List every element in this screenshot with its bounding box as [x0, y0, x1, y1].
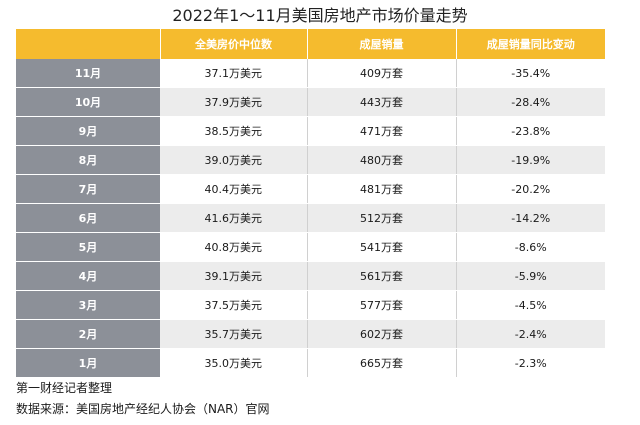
chart-title: 2022年1～11月美国房地产市场价量走势: [172, 6, 468, 25]
table-row: 5月 40.8万美元 541万套 -8.6%: [16, 232, 605, 262]
cell-sales: 480万套: [307, 145, 457, 175]
cell-yoy: -8.6%: [456, 232, 605, 262]
cell-month: 5月: [16, 232, 160, 262]
data-table: 全美房价中位数 成屋销量 成屋销量同比变动 11月 37.1万美元 409万套 -35…: [16, 29, 605, 378]
table-row: 6月 41.6万美元 512万套 -14.2%: [16, 203, 605, 233]
footer-note: 第一财经记者整理: [16, 381, 113, 395]
cell-month: 3月: [16, 290, 160, 320]
cell-sales: 541万套: [307, 232, 457, 262]
table-row: 4月 39.1万美元 561万套 -5.9%: [16, 261, 605, 291]
cell-yoy: -19.9%: [456, 145, 605, 175]
header-cell-sales: 成屋销量: [307, 29, 457, 59]
cell-median-price: 40.8万美元: [160, 232, 308, 262]
cell-median-price: 35.7万美元: [160, 319, 308, 349]
cell-month: 6月: [16, 203, 160, 233]
cell-median-price: 35.0万美元: [160, 348, 308, 378]
cell-median-price: 37.1万美元: [160, 59, 308, 88]
cell-month: 1月: [16, 348, 160, 378]
cell-median-price: 39.0万美元: [160, 145, 308, 175]
cell-sales: 443万套: [307, 87, 457, 117]
cell-month: 4月: [16, 261, 160, 291]
cell-sales: 409万套: [307, 59, 457, 88]
cell-month: 11月: [16, 59, 160, 88]
cell-sales: 602万套: [307, 319, 457, 349]
cell-sales: 665万套: [307, 348, 457, 378]
header-cell-median-price: 全美房价中位数: [160, 29, 308, 59]
cell-yoy: -5.9%: [456, 261, 605, 291]
footer-source: 数据来源：美国房地产经纪人协会（NAR）官网: [16, 402, 270, 416]
table-header-row: 全美房价中位数 成屋销量 成屋销量同比变动: [16, 29, 605, 59]
cell-median-price: 38.5万美元: [160, 116, 308, 146]
cell-yoy: -4.5%: [456, 290, 605, 320]
table-row: 11月 37.1万美元 409万套 -35.4%: [16, 59, 605, 88]
table-row: 1月 35.0万美元 665万套 -2.3%: [16, 348, 605, 378]
table-body: 11月 37.1万美元 409万套 -35.4% 10月 37.9万美元 443万套 -28.…: [16, 59, 605, 378]
cell-sales: 561万套: [307, 261, 457, 291]
cell-median-price: 37.9万美元: [160, 87, 308, 117]
cell-sales: 577万套: [307, 290, 457, 320]
cell-yoy: -35.4%: [456, 59, 605, 88]
table-row: 3月 37.5万美元 577万套 -4.5%: [16, 290, 605, 320]
cell-median-price: 41.6万美元: [160, 203, 308, 233]
cell-yoy: -20.2%: [456, 174, 605, 204]
cell-sales: 512万套: [307, 203, 457, 233]
cell-yoy: -14.2%: [456, 203, 605, 233]
cell-median-price: 40.4万美元: [160, 174, 308, 204]
header-cell-month: [16, 29, 161, 59]
cell-yoy: -2.3%: [456, 348, 605, 378]
header-cell-yoy: 成屋销量同比变动: [456, 29, 605, 59]
cell-median-price: 39.1万美元: [160, 261, 308, 291]
cell-sales: 471万套: [307, 116, 457, 146]
cell-month: 8月: [16, 145, 160, 175]
cell-sales: 481万套: [307, 174, 457, 204]
cell-yoy: -28.4%: [456, 87, 605, 117]
table-row: 10月 37.9万美元 443万套 -28.4%: [16, 87, 605, 117]
cell-month: 7月: [16, 174, 160, 204]
table-row: 9月 38.5万美元 471万套 -23.8%: [16, 116, 605, 146]
table-row: 2月 35.7万美元 602万套 -2.4%: [16, 319, 605, 349]
cell-month: 2月: [16, 319, 160, 349]
table-row: 7月 40.4万美元 481万套 -20.2%: [16, 174, 605, 204]
cell-yoy: -2.4%: [456, 319, 605, 349]
cell-median-price: 37.5万美元: [160, 290, 308, 320]
cell-yoy: -23.8%: [456, 116, 605, 146]
table-row: 8月 39.0万美元 480万套 -19.9%: [16, 145, 605, 175]
cell-month: 9月: [16, 116, 160, 146]
cell-month: 10月: [16, 87, 160, 117]
